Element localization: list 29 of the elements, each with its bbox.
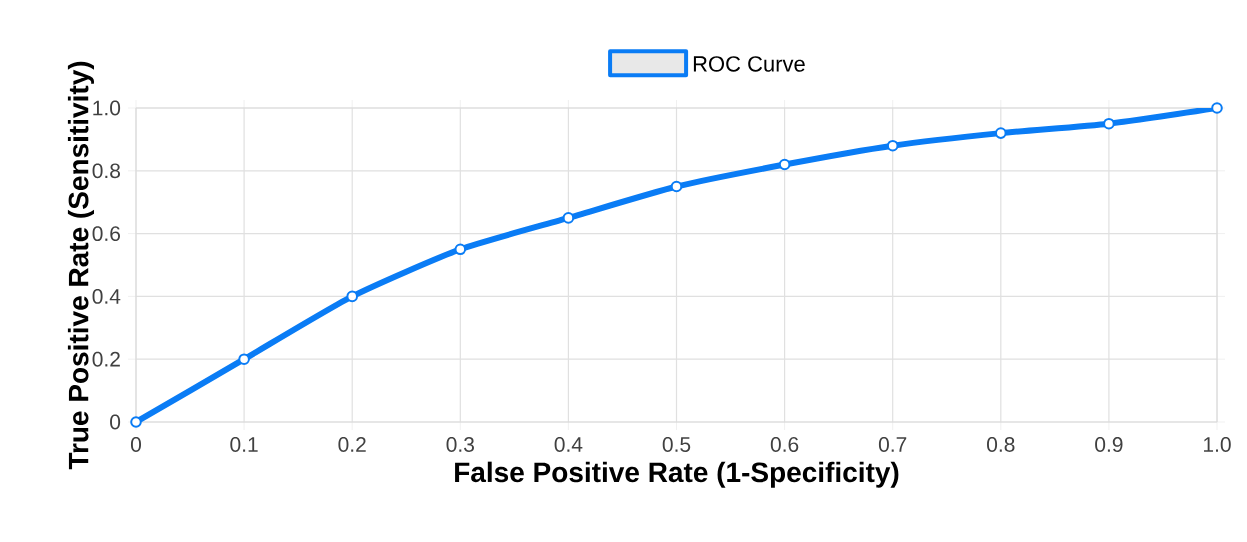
- x-tick-label: 0.9: [1095, 437, 1123, 452]
- point: [562, 212, 575, 224]
- x-tick-label: 0.5: [662, 437, 691, 452]
- point: [130, 416, 142, 428]
- point: [346, 290, 358, 303]
- x-tick-label: 0.3: [446, 437, 474, 452]
- y-tick-label: 0.8: [92, 163, 121, 179]
- x-tick-label: 0.8: [987, 437, 1015, 452]
- x-tick-label: 0.2: [338, 437, 366, 452]
- point: [995, 127, 1007, 139]
- y-tick-label: 0.4: [92, 288, 121, 304]
- x-tick-label: 0.6: [770, 437, 799, 452]
- point: [454, 243, 467, 256]
- point: [1211, 102, 1223, 114]
- y-tick-label: 0: [110, 414, 121, 430]
- point: [886, 139, 899, 152]
- point: [670, 180, 683, 193]
- x-tick-label: 0: [130, 437, 142, 452]
- legend-label: ROC Curve: [693, 56, 805, 72]
- x-tick-label: 0.7: [878, 437, 907, 452]
- x-tick-label: 0.1: [230, 437, 258, 452]
- y-tick-label: 0.6: [92, 226, 121, 242]
- point: [238, 353, 250, 365]
- x-axis-title: False Positive Rate (1-Specificity): [455, 461, 899, 488]
- y-tick-label: 1.0: [93, 100, 121, 116]
- point: [778, 158, 791, 171]
- point: [1103, 117, 1115, 130]
- x-tick-label: 1.0: [1204, 437, 1231, 452]
- x-tick-label: 0.4: [554, 437, 583, 452]
